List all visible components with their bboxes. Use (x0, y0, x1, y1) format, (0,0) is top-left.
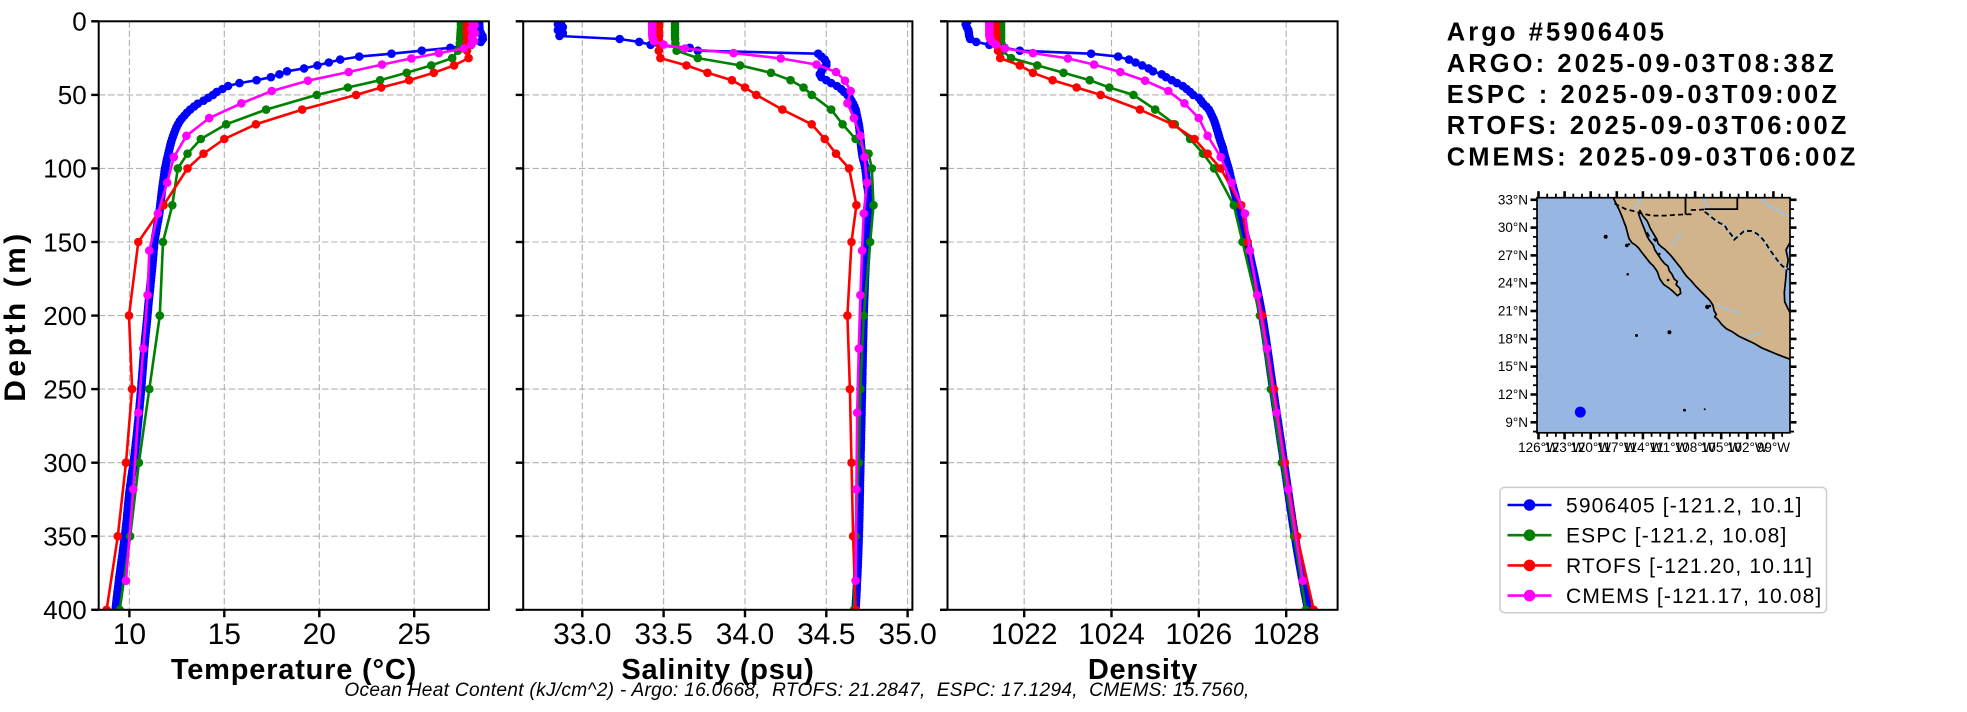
svg-text:0: 0 (72, 7, 86, 37)
svg-text:105°W: 105°W (1701, 440, 1742, 455)
svg-text:1026: 1026 (1165, 618, 1232, 651)
svg-text:30°N: 30°N (1498, 220, 1528, 235)
svg-text:Salinity (psu): Salinity (psu) (621, 654, 814, 686)
svg-text:50: 50 (58, 80, 87, 110)
svg-text:114°W: 114°W (1623, 440, 1663, 455)
svg-text:117°W: 117°W (1597, 440, 1637, 455)
svg-text:34.0: 34.0 (716, 618, 774, 651)
svg-text:102°W: 102°W (1727, 440, 1768, 455)
svg-text:CMEMS [-121.17, 10.08]: CMEMS [-121.17, 10.08] (1566, 585, 1822, 608)
svg-text:9°N: 9°N (1505, 415, 1528, 430)
svg-text:5906405 [-121.2, 10.1]: 5906405 [-121.2, 10.1] (1566, 495, 1803, 518)
svg-text:15: 15 (208, 618, 241, 651)
svg-text:Depth (m): Depth (m) (0, 230, 32, 401)
svg-text:12°N: 12°N (1498, 387, 1528, 402)
svg-text:CMEMS: 2025-09-03T06:00Z: CMEMS: 2025-09-03T06:00Z (1447, 143, 1859, 171)
svg-text:24°N: 24°N (1498, 276, 1528, 291)
svg-text:300: 300 (43, 448, 86, 478)
svg-text:99°W: 99°W (1757, 440, 1790, 455)
svg-text:123°W: 123°W (1544, 440, 1585, 455)
svg-text:ARGO: 2025-09-03T08:38Z: ARGO: 2025-09-03T08:38Z (1447, 50, 1837, 78)
svg-text:250: 250 (43, 374, 86, 404)
svg-text:400: 400 (43, 595, 86, 625)
svg-text:27°N: 27°N (1498, 248, 1528, 263)
svg-text:Temperature (°C): Temperature (°C) (171, 654, 417, 686)
svg-text:35.0: 35.0 (878, 618, 936, 651)
svg-text:1022: 1022 (991, 618, 1058, 651)
svg-text:Argo #5906405: Argo #5906405 (1447, 19, 1667, 47)
svg-text:Density: Density (1088, 654, 1198, 686)
svg-text:15°N: 15°N (1498, 359, 1528, 374)
svg-text:RTOFS [-121.20, 10.11]: RTOFS [-121.20, 10.11] (1566, 555, 1813, 578)
svg-text:25: 25 (398, 618, 431, 651)
svg-text:120°W: 120°W (1570, 440, 1611, 455)
svg-text:350: 350 (43, 522, 86, 552)
svg-text:111°W: 111°W (1650, 440, 1689, 455)
svg-text:200: 200 (43, 301, 86, 331)
svg-text:126°W: 126°W (1518, 440, 1559, 455)
svg-text:RTOFS: 2025-09-03T06:00Z: RTOFS: 2025-09-03T06:00Z (1447, 112, 1850, 140)
svg-text:150: 150 (43, 227, 86, 257)
svg-text:1028: 1028 (1253, 618, 1320, 651)
svg-text:ESPC [-121.2, 10.08]: ESPC [-121.2, 10.08] (1566, 525, 1787, 548)
svg-text:20: 20 (303, 618, 336, 651)
svg-text:1024: 1024 (1078, 618, 1145, 651)
svg-text:33.0: 33.0 (553, 618, 611, 651)
svg-text:33°N: 33°N (1498, 192, 1528, 207)
svg-text:Ocean Heat Content (kJ/cm^2) -: Ocean Heat Content (kJ/cm^2) - Argo: 16.… (344, 680, 1249, 701)
svg-text:34.5: 34.5 (797, 618, 855, 651)
svg-text:33.5: 33.5 (634, 618, 692, 651)
svg-text:21°N: 21°N (1498, 304, 1528, 319)
svg-text:18°N: 18°N (1498, 331, 1528, 346)
svg-text:ESPC : 2025-09-03T09:00Z: ESPC : 2025-09-03T09:00Z (1447, 81, 1840, 109)
svg-text:10: 10 (113, 618, 146, 651)
svg-text:100: 100 (43, 154, 86, 184)
svg-text:108°W: 108°W (1675, 440, 1716, 455)
